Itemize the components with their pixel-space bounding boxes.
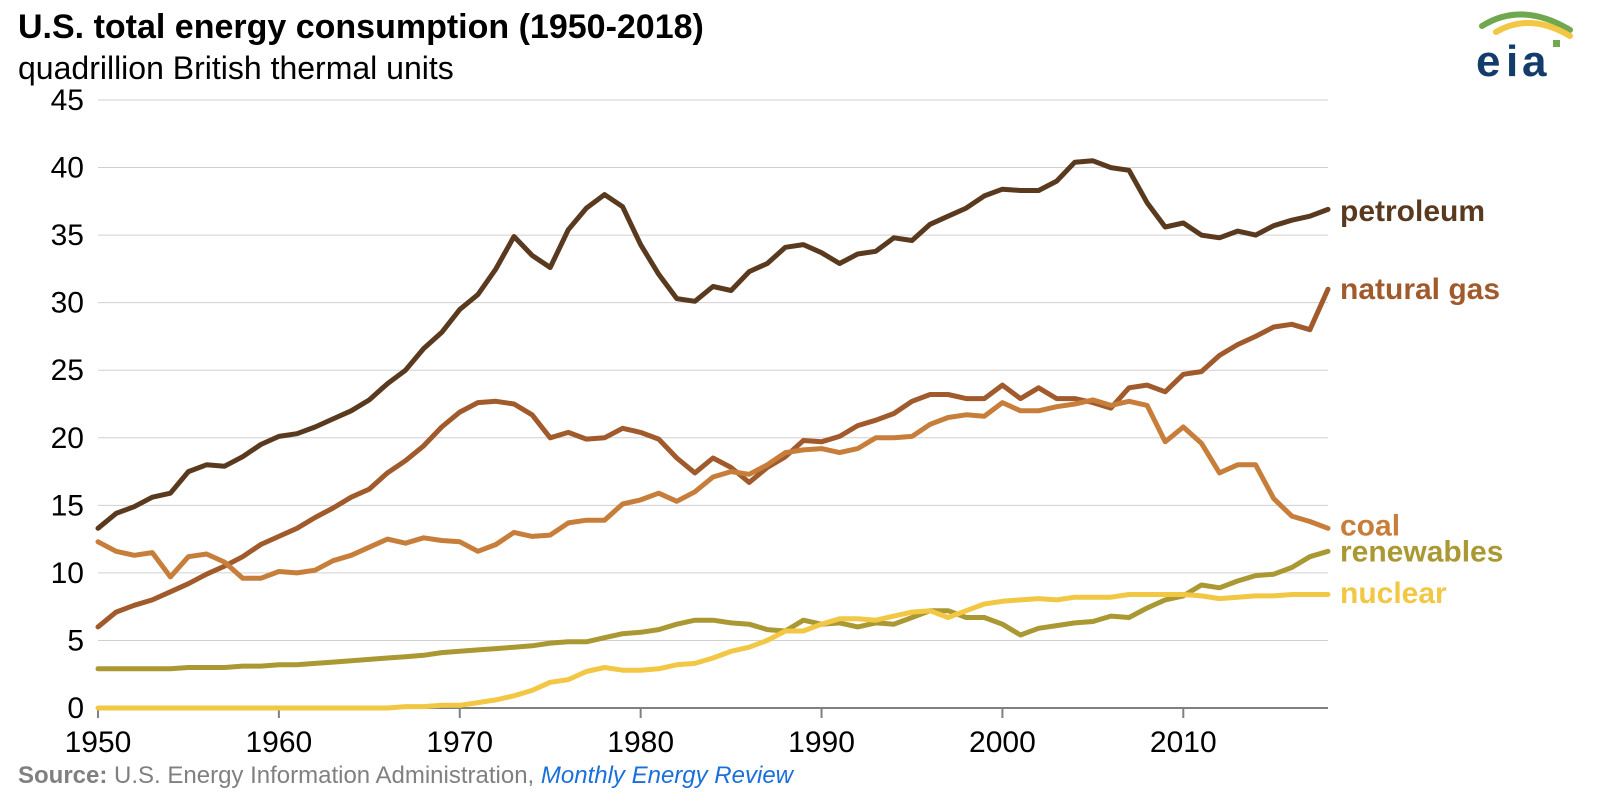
y-tick-label: 30 <box>51 287 84 320</box>
source-link[interactable]: Monthly Energy Review <box>541 762 793 789</box>
y-tick-label: 25 <box>51 354 84 387</box>
y-tick-label: 40 <box>51 152 84 185</box>
source-label: Source: <box>18 762 107 789</box>
series-renewables <box>98 551 1328 669</box>
y-tick-label: 0 <box>67 692 84 725</box>
line-chart: 0 5 10 15 20 25 30 35 40 45 1950 1960 1970 1980 1990 20… <box>0 0 1600 796</box>
x-tick-label: 1980 <box>607 726 674 759</box>
y-tick-label: 20 <box>51 422 84 455</box>
x-tick-label: 1970 <box>426 726 493 759</box>
y-tick-label: 35 <box>51 219 84 252</box>
x-tick-label: 2000 <box>969 726 1036 759</box>
series-label-natural_gas: natural gas <box>1340 273 1500 306</box>
x-tick-label: 1950 <box>65 726 132 759</box>
x-tick-label: 2010 <box>1150 726 1217 759</box>
x-tick-label: 1990 <box>788 726 855 759</box>
series-natural_gas <box>98 289 1328 627</box>
y-tick-label: 5 <box>67 624 84 657</box>
x-tick-label: 1960 <box>246 726 313 759</box>
y-tick-label: 15 <box>51 489 84 522</box>
y-tick-label: 45 <box>51 84 84 117</box>
source-citation: Source: U.S. Energy Information Administ… <box>18 762 793 790</box>
y-tick-label: 10 <box>51 557 84 590</box>
series-label-nuclear: nuclear <box>1340 577 1447 610</box>
source-text: U.S. Energy Information Administration, <box>107 762 541 789</box>
series-label-renewables: renewables <box>1340 535 1503 568</box>
series-coal <box>98 400 1328 578</box>
series-label-petroleum: petroleum <box>1340 195 1485 228</box>
series-petroleum <box>98 161 1328 529</box>
